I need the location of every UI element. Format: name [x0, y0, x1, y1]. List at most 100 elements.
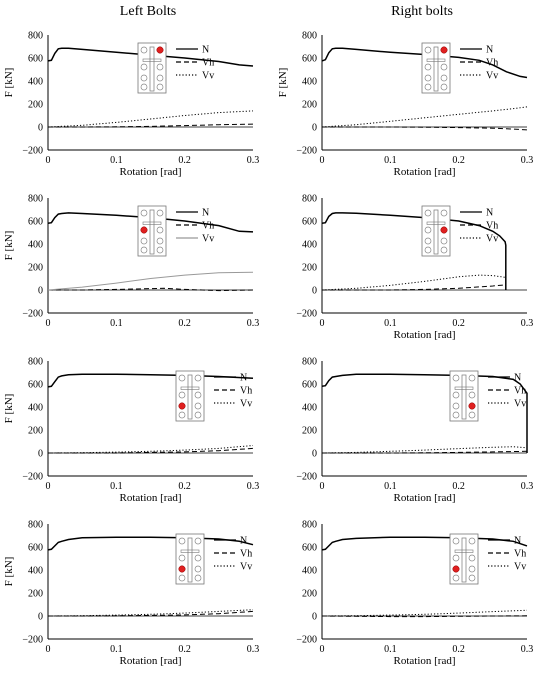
x-tick-label: 0.1: [384, 155, 397, 166]
x-tick-label: 0: [320, 644, 325, 655]
legend: N Vh Vv: [176, 45, 214, 82]
x-tick-label: 0: [46, 155, 51, 166]
bolt-hole: [194, 554, 202, 562]
beam-web: [461, 374, 467, 420]
x-tick-label: 0.1: [384, 481, 397, 492]
column-header-left: Left Bolts: [119, 4, 177, 19]
y-tick-label: 0: [312, 123, 317, 134]
bolt-hole: [194, 537, 202, 545]
y-tick-label: 800: [28, 520, 43, 531]
bolt-hole: [468, 374, 476, 382]
bolt-layout-icon: [137, 42, 167, 94]
bolt-hole: [140, 63, 148, 71]
x-tick-label: 0.2: [178, 155, 191, 166]
y-tick-label: 0: [312, 286, 317, 297]
series-line-vv: [321, 274, 506, 291]
x-tick-label: 0.1: [110, 644, 123, 655]
end-plate-outline: [449, 370, 479, 422]
x-tick-label: 0.1: [384, 644, 397, 655]
legend-label-vv: Vv: [486, 234, 498, 245]
bolt-hole: [156, 209, 164, 217]
legend-label-n: N: [202, 45, 209, 56]
legend-label-n: N: [514, 536, 521, 547]
legend-label-vv: Vv: [202, 71, 214, 82]
series-line-vv: [47, 110, 254, 128]
bolt-hole: [140, 237, 148, 245]
x-tick-label: 0: [46, 481, 51, 492]
y-tick-label: 0: [38, 286, 43, 297]
legend-label-vh: Vh: [486, 221, 498, 232]
y-tick-label: 800: [28, 357, 43, 368]
x-tick-label: 0.1: [384, 318, 397, 329]
legend-label-vh: Vh: [514, 386, 526, 397]
x-tick-label: 0.3: [521, 318, 534, 329]
end-plate-outline: [449, 533, 479, 585]
y-tick-label: −200: [22, 472, 43, 483]
y-tick-label: 200: [28, 263, 43, 274]
bolt-hole: [140, 74, 148, 82]
x-tick-label: 0: [46, 644, 51, 655]
series-line-n: [321, 373, 528, 453]
bolt-hole: [194, 391, 202, 399]
beam-web: [433, 46, 439, 92]
bolt-hole: [424, 74, 432, 82]
legend: N Vh Vv: [460, 45, 498, 82]
y-tick-label: −200: [296, 309, 317, 320]
series-line-vh: [322, 284, 506, 291]
bolt-hole: [140, 83, 148, 91]
bolt-hole: [424, 46, 432, 54]
beam-web: [187, 537, 193, 583]
highlighted-bolt: [440, 226, 448, 234]
bolt-hole: [424, 237, 432, 245]
beam-web: [149, 46, 155, 92]
bolt-hole: [424, 83, 432, 91]
y-tick-label: 400: [28, 566, 43, 577]
y-axis-label: F [kN]: [3, 394, 15, 424]
legend-label-vv: Vv: [514, 399, 526, 410]
bolt-hole: [194, 402, 202, 410]
bolt-hole: [440, 83, 448, 91]
bolt-layout-icon: [421, 42, 451, 94]
y-tick-label: 600: [28, 380, 43, 391]
series-line-vv: [321, 446, 528, 454]
bolt-hole: [194, 565, 202, 573]
bolt-hole: [178, 574, 186, 582]
beam-web: [187, 374, 193, 420]
bolt-hole: [440, 74, 448, 82]
y-tick-label: 0: [38, 449, 43, 460]
series-line-vh: [48, 610, 254, 617]
highlighted-bolt: [178, 565, 186, 573]
bolt-hole: [156, 237, 164, 245]
beam-web: [433, 209, 439, 255]
legend: N Vh Vv: [214, 373, 252, 410]
bolt-hole: [424, 63, 432, 71]
bolt-hole: [194, 411, 202, 419]
series-line-n: [47, 212, 254, 233]
y-tick-label: 600: [28, 543, 43, 554]
bolt-layout-icon: [421, 205, 451, 257]
y-tick-label: 0: [312, 449, 317, 460]
legend: N Vh Vv: [488, 373, 526, 410]
y-tick-label: −200: [296, 472, 317, 483]
y-tick-label: −200: [296, 146, 317, 157]
series-line-vv: [47, 609, 254, 617]
series-line-n: [321, 212, 507, 290]
y-tick-label: 200: [302, 263, 317, 274]
y-tick-label: −200: [22, 635, 43, 646]
bolt-hole: [178, 537, 186, 545]
legend: N Vh Vv: [176, 208, 214, 245]
series-line-n: [47, 536, 254, 551]
bolt-hole: [140, 46, 148, 54]
legend-label-vh: Vh: [486, 58, 498, 69]
legend-label-vh: Vh: [240, 386, 252, 397]
bolt-hole: [178, 411, 186, 419]
bolt-hole: [440, 237, 448, 245]
y-tick-label: 0: [38, 123, 43, 134]
y-tick-label: 0: [312, 612, 317, 623]
bolt-hole: [452, 537, 460, 545]
